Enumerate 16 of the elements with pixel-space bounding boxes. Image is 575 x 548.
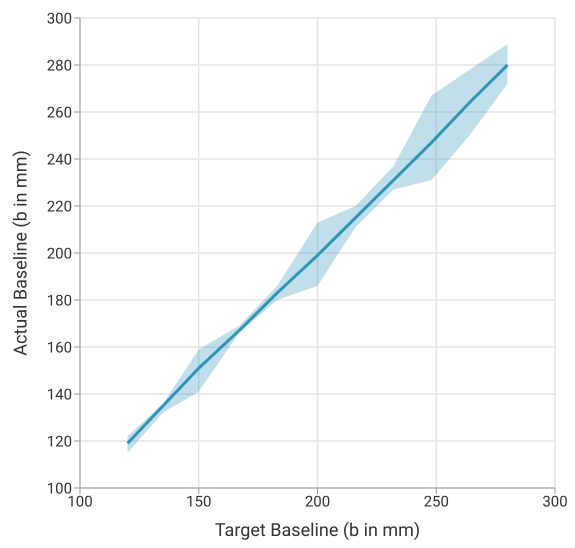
y-tick-label: 200 bbox=[46, 244, 72, 262]
y-tick-label: 300 bbox=[46, 9, 72, 28]
y-tick-label: 140 bbox=[46, 385, 72, 404]
y-tick-label: 120 bbox=[46, 432, 72, 450]
y-tick-label: 220 bbox=[46, 197, 72, 216]
y-tick-label: 160 bbox=[46, 338, 72, 356]
x-tick-label: 200 bbox=[304, 492, 330, 511]
y-tick-label: 240 bbox=[46, 150, 72, 168]
x-tick-label: 250 bbox=[424, 492, 449, 511]
x-tick-label: 300 bbox=[542, 492, 568, 511]
y-tick-label: 260 bbox=[46, 103, 72, 122]
y-tick-label: 180 bbox=[46, 291, 72, 310]
x-tick-label: 150 bbox=[186, 492, 212, 511]
y-tick-label: 280 bbox=[46, 56, 72, 74]
x-axis-title: Target Baseline (b in mm) bbox=[214, 520, 420, 541]
y-axis-title: Actual Baseline (b in mm) bbox=[10, 150, 32, 356]
